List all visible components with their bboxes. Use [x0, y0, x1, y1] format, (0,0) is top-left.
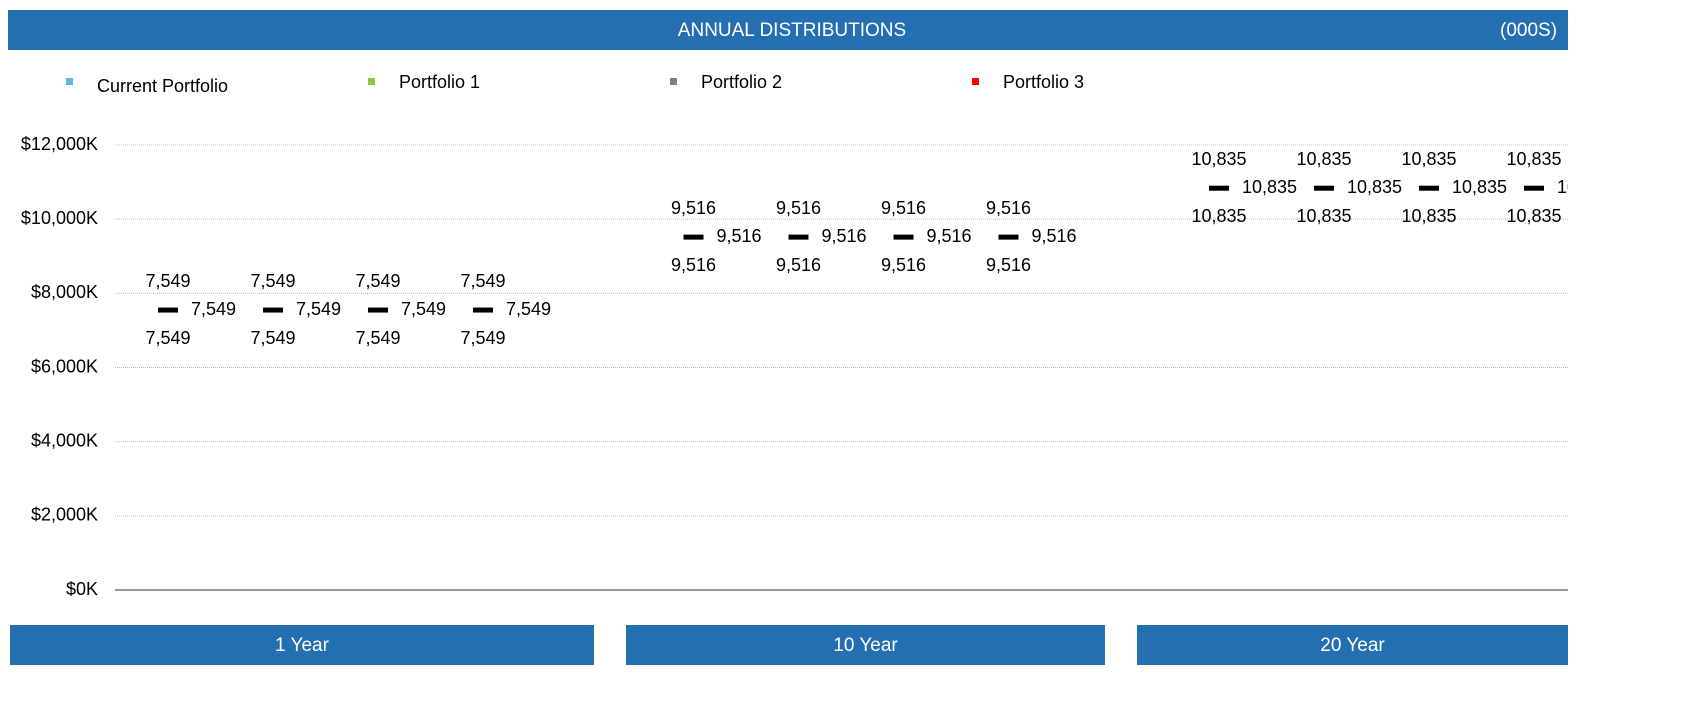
value-label-low: 9,516 [986, 255, 1031, 275]
header-bar [8, 10, 1568, 50]
value-label-low: 9,516 [671, 255, 716, 275]
value-label-low: 7,549 [460, 328, 505, 348]
y-tick-label: $2,000K [31, 505, 98, 525]
x-tick-label: 20 Year [1320, 635, 1385, 656]
chart-area: ANNUAL DISTRIBUTIONS (000S) Current Port… [8, 10, 1612, 665]
value-dash [788, 234, 809, 240]
y-tick-label: $8,000K [31, 282, 98, 302]
x-tick-label: 10 Year [833, 635, 898, 656]
legend-label: Portfolio 3 [1003, 72, 1084, 92]
value-label: 10,835 [1242, 177, 1297, 197]
value-label-high: 7,549 [355, 271, 400, 291]
legend-label: Portfolio 1 [399, 72, 480, 92]
value-label: 9,516 [717, 226, 762, 246]
value-label-low: 7,549 [250, 328, 295, 348]
value-label-low: 10,835 [1506, 206, 1561, 226]
value-label: 10,835 [1452, 177, 1507, 197]
value-dash [1524, 185, 1544, 191]
legend-swatch [368, 78, 375, 85]
value-dash [1209, 185, 1229, 191]
value-label: 9,516 [822, 226, 867, 246]
legend-swatch [670, 78, 677, 85]
y-tick-label: $6,000K [31, 356, 98, 376]
chart-title: ANNUAL DISTRIBUTIONS [678, 20, 906, 41]
value-label-low: 10,835 [1401, 206, 1456, 226]
value-dash [683, 234, 704, 240]
value-dash [158, 307, 178, 313]
y-tick-label: $10,000K [21, 208, 98, 228]
value-dash [263, 307, 283, 313]
value-label-low: 10,835 [1191, 206, 1246, 226]
value-label: 7,549 [296, 299, 341, 319]
value-dash [998, 234, 1019, 240]
value-dash [473, 307, 493, 313]
x-tick-label: 1 Year [275, 635, 330, 656]
value-label: 7,549 [506, 299, 551, 319]
category-bar [1137, 625, 1568, 665]
value-label: 7,549 [401, 299, 446, 319]
legend-swatch [972, 78, 979, 85]
value-label: 9,516 [927, 226, 972, 246]
legend-label: Current Portfolio [97, 76, 228, 96]
value-dash [1419, 185, 1439, 191]
value-label: 7,549 [191, 299, 236, 319]
value-dash [893, 234, 914, 240]
legend-label: Portfolio 2 [701, 72, 782, 92]
value-label-low: 9,516 [881, 255, 926, 275]
value-label-low: 7,549 [145, 328, 190, 348]
category-bar [626, 625, 1105, 665]
value-label-high: 10,835 [1401, 149, 1456, 169]
value-label-high: 9,516 [881, 198, 926, 218]
value-label-high: 7,549 [460, 271, 505, 291]
value-label-high: 7,549 [250, 271, 295, 291]
y-tick-label: $4,000K [31, 430, 98, 450]
value-label: 9,516 [1032, 226, 1077, 246]
value-label-high: 7,549 [145, 271, 190, 291]
value-label-low: 9,516 [776, 255, 821, 275]
value-dash [368, 307, 388, 313]
value-label-high: 10,835 [1506, 149, 1561, 169]
legend-swatch [66, 78, 73, 85]
value-label-low: 10,835 [1296, 206, 1351, 226]
value-label-high: 9,516 [986, 198, 1031, 218]
chart-subtitle: (000S) [1500, 20, 1557, 41]
value-label-high: 9,516 [776, 198, 821, 218]
value-label-low: 7,549 [355, 328, 400, 348]
category-bar [10, 625, 594, 665]
value-label-high: 10,835 [1296, 149, 1351, 169]
y-tick-label: $12,000K [21, 134, 98, 154]
value-dash [1314, 185, 1334, 191]
value-label: 10,835 [1557, 177, 1612, 197]
value-label-high: 10,835 [1191, 149, 1246, 169]
y-tick-label: $0K [66, 579, 98, 599]
value-label-high: 9,516 [671, 198, 716, 218]
value-label: 10,835 [1347, 177, 1402, 197]
